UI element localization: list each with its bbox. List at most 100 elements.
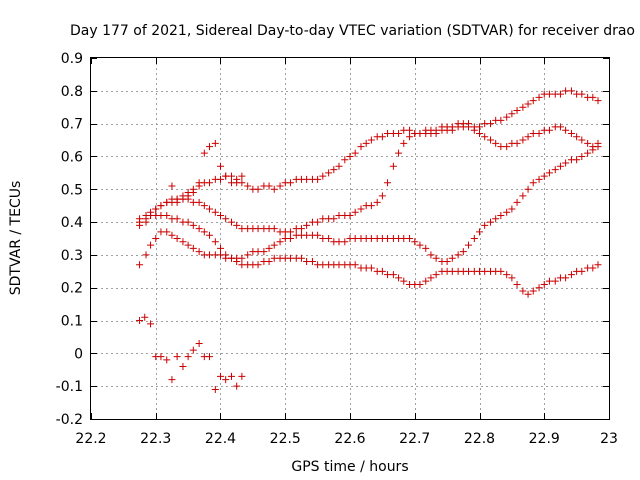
data-point [556, 162, 564, 170]
data-point [573, 133, 581, 141]
data-point [362, 139, 370, 147]
data-point [400, 277, 408, 285]
data-point [195, 248, 203, 256]
data-point [578, 136, 586, 144]
data-point [205, 143, 213, 151]
data-point [286, 179, 294, 187]
x-axis-label: GPS time / hours [291, 459, 408, 475]
data-point [254, 185, 262, 193]
data-point [395, 129, 403, 137]
data-point [222, 215, 230, 223]
data-point [233, 221, 241, 229]
data-point [373, 198, 381, 206]
data-point [432, 254, 440, 262]
data-point [205, 205, 213, 213]
data-point [297, 254, 305, 262]
data-point [357, 143, 365, 151]
data-point [556, 90, 564, 98]
data-point [346, 212, 354, 220]
data-point [179, 195, 187, 203]
data-point [578, 152, 586, 160]
data-point [351, 208, 359, 216]
x-tick-label: 22.4 [205, 431, 236, 447]
data-point [551, 277, 559, 285]
data-point [184, 192, 192, 200]
y-tick-label: 0 [74, 346, 83, 362]
data-point [535, 93, 543, 101]
data-point [173, 198, 181, 206]
data-point [270, 185, 278, 193]
data-point [195, 225, 203, 233]
data-point [222, 376, 230, 384]
data-point [270, 241, 278, 249]
data-point [367, 202, 375, 210]
data-point [589, 264, 597, 272]
x-tick-label: 22.9 [529, 431, 560, 447]
data-point [173, 353, 181, 361]
data-point [411, 238, 419, 246]
data-point [470, 126, 478, 134]
data-point [508, 110, 516, 118]
data-point [136, 317, 144, 325]
data-point [222, 251, 230, 259]
data-point [228, 254, 236, 262]
y-tick-label: 0.5 [61, 182, 83, 198]
data-point [168, 376, 176, 384]
y-tick-label: 0.1 [61, 314, 83, 330]
data-point [503, 143, 511, 151]
data-point [567, 271, 575, 279]
data-point [448, 254, 456, 262]
data-point [330, 215, 338, 223]
data-point [276, 238, 284, 246]
data-point [406, 235, 414, 242]
data-point [389, 271, 397, 279]
series-track-b [136, 123, 602, 236]
data-point [163, 228, 171, 236]
data-point [195, 340, 203, 348]
data-point [513, 198, 521, 206]
data-point [184, 241, 192, 249]
data-point [260, 248, 268, 256]
grid [91, 58, 609, 419]
data-point [378, 133, 386, 141]
data-point [443, 257, 451, 265]
data-point [524, 100, 532, 108]
data-points [136, 87, 602, 393]
data-point [384, 179, 392, 187]
x-tick-label: 22.3 [140, 431, 171, 447]
data-point [448, 126, 456, 134]
data-point [205, 231, 213, 239]
data-point [395, 274, 403, 282]
data-point [562, 274, 570, 282]
data-point [314, 231, 322, 239]
data-point [314, 218, 322, 226]
data-point [594, 261, 602, 269]
data-point [265, 257, 273, 265]
data-point [389, 162, 397, 170]
data-point [567, 129, 575, 137]
data-point [211, 208, 219, 216]
data-point [173, 235, 181, 242]
data-point [325, 169, 333, 177]
data-point [535, 284, 543, 292]
data-point [492, 215, 500, 223]
series-track-e [136, 313, 246, 393]
data-point [573, 156, 581, 164]
x-tick-label: 22.6 [334, 431, 365, 447]
data-point [228, 372, 236, 380]
data-point [400, 139, 408, 147]
data-point [265, 182, 273, 190]
data-point [540, 172, 548, 180]
data-point [508, 274, 516, 282]
data-point [513, 107, 521, 115]
data-point [233, 179, 241, 187]
data-point [545, 126, 553, 134]
data-point [481, 221, 489, 229]
data-point [519, 103, 527, 111]
data-point [184, 353, 192, 361]
data-point [535, 129, 543, 137]
series-track-d [136, 212, 602, 298]
data-point [524, 185, 532, 193]
data-point [578, 90, 586, 98]
